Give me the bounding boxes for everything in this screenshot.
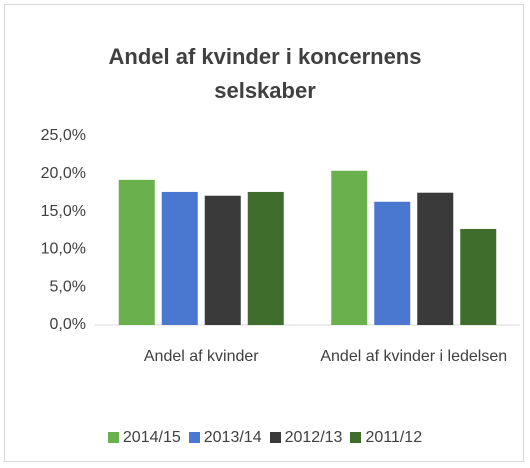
legend-label: 2014/15 [122, 429, 181, 446]
legend-item: 2012/13 [269, 429, 343, 447]
bar [118, 179, 155, 325]
legend-item: 2011/12 [350, 429, 422, 447]
y-tick-label: 15,0% [41, 203, 86, 220]
legend-swatch [350, 432, 362, 443]
legend: 2014/15 2013/14 2012/13 2011/12 [0, 429, 530, 447]
bar [204, 195, 241, 325]
bar [417, 192, 454, 325]
legend-label: 2013/14 [203, 429, 262, 446]
chart-frame [4, 4, 524, 462]
y-tick-label: 20,0% [41, 165, 86, 182]
x-tick-label: Andel af kvinder i ledelsen [320, 348, 508, 365]
legend-swatch [107, 432, 119, 443]
legend-label: 2012/13 [284, 429, 343, 446]
y-tick-label: 5,0% [50, 278, 86, 295]
bar [374, 201, 411, 325]
x-tick-label: Andel af kvinder [143, 348, 259, 365]
bar [161, 191, 198, 325]
bar [247, 191, 284, 325]
legend-label: 2011/12 [365, 429, 423, 446]
legend-item: 2013/14 [188, 429, 262, 447]
chart-title: Andel af kvinder i koncernens selskaber [108, 44, 422, 103]
legend-item: 2014/15 [107, 429, 181, 447]
y-tick-label: 25,0% [41, 127, 86, 144]
y-tick-label: 0,0% [50, 316, 86, 333]
bar [331, 170, 368, 325]
legend-swatch [269, 432, 281, 443]
y-tick-label: 10,0% [41, 241, 86, 258]
legend-swatch [188, 432, 200, 443]
bar [460, 228, 497, 325]
